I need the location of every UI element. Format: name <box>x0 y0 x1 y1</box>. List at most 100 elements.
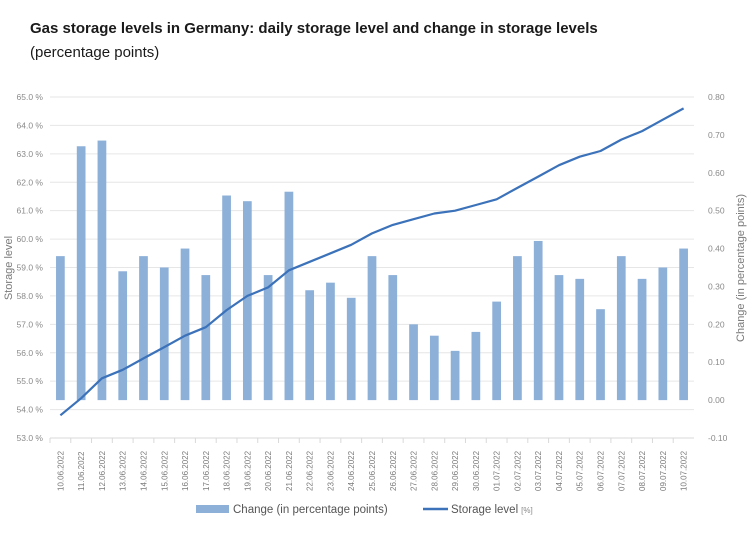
legend-bar-swatch <box>196 505 229 513</box>
left-tick-label: 65.0 % <box>17 92 44 102</box>
x-axis-ticks: 10.06.2022 11.06.2022 12.06.2022 13.06.2022… <box>49 438 689 491</box>
svg-text:Storage level[%]: Storage level [%] <box>451 504 533 516</box>
line-series <box>59 107 685 417</box>
bar <box>326 282 335 401</box>
bar <box>346 297 356 401</box>
left-tick-label: 56.0 % <box>17 348 44 358</box>
left-tick-label: 58.0 % <box>17 291 44 301</box>
x-tick-label: 28.06.2022 <box>430 450 439 491</box>
bars-series <box>56 140 688 401</box>
bar <box>201 275 211 401</box>
right-axis-label: Change (in percentage points) <box>735 194 747 342</box>
x-tick-label: 23.06.2022 <box>326 450 335 491</box>
right-tick-label: 0.30 <box>708 281 725 291</box>
bar <box>222 195 231 401</box>
right-tick-label: 0.00 <box>708 395 725 405</box>
right-tick-label: 0.10 <box>708 357 725 367</box>
x-tick-label: 17.06.2022 <box>202 450 211 491</box>
x-tick-label: 02.07.2022 <box>513 450 522 491</box>
bar <box>242 201 252 401</box>
x-tick-label: 22.06.2022 <box>306 450 315 491</box>
x-tick-label: 03.07.2022 <box>534 450 543 491</box>
x-tick-label: 04.07.2022 <box>555 450 564 491</box>
left-tick-label: 55.0 % <box>17 376 44 386</box>
x-tick-label: 24.06.2022 <box>347 450 356 491</box>
bar <box>533 240 543 401</box>
right-tick-label: 0.50 <box>708 206 725 216</box>
bar <box>139 256 148 401</box>
bar <box>471 331 481 401</box>
legend-line-unit: [%] <box>521 506 533 515</box>
bar <box>180 248 190 401</box>
x-tick-label: 14.06.2022 <box>139 450 148 491</box>
bar <box>97 140 107 401</box>
x-tick-label: 15.06.2022 <box>160 450 169 491</box>
left-axis-label: Storage level <box>3 236 15 300</box>
x-tick-label: 10.07.2022 <box>680 450 689 491</box>
gridlines <box>50 96 694 439</box>
chart-title: Gas storage levels in Germany: daily sto… <box>30 20 598 37</box>
bar <box>616 256 626 401</box>
x-tick-label: 20.06.2022 <box>264 450 273 491</box>
bar <box>118 271 128 401</box>
bar <box>679 248 688 401</box>
bar <box>658 267 668 401</box>
left-tick-label: 54.0 % <box>17 405 44 415</box>
x-tick-label: 13.06.2022 <box>119 450 128 491</box>
x-tick-label: 10.06.2022 <box>56 450 65 491</box>
bar <box>263 275 273 401</box>
legend-bar-label: Change (in percentage points) <box>233 504 388 516</box>
chart-subtitle: (percentage points) <box>30 44 160 61</box>
x-tick-label: 30.06.2022 <box>472 450 481 491</box>
bar <box>56 256 65 401</box>
right-tick-label: -0.10 <box>708 433 728 443</box>
x-tick-label: 06.07.2022 <box>597 450 606 491</box>
x-tick-label: 25.06.2022 <box>368 450 377 491</box>
left-tick-label: 53.0 % <box>17 433 44 443</box>
right-tick-label: 0.70 <box>708 130 725 140</box>
right-tick-label: 0.20 <box>708 319 725 329</box>
left-tick-label: 63.0 % <box>17 149 44 159</box>
x-tick-label: 18.06.2022 <box>223 450 232 491</box>
x-tick-label: 05.07.2022 <box>576 450 585 491</box>
left-axis-ticks: 53.0 % 54.0 % 55.0 % 56.0 % 57.0 % 58.0 % 59.0… <box>17 92 44 443</box>
bar <box>596 309 605 401</box>
x-tick-label: 29.06.2022 <box>451 450 460 491</box>
bar <box>637 278 647 401</box>
legend-line-label: Storage level <box>451 504 518 516</box>
storage-level-line <box>59 107 685 417</box>
x-tick-label: 16.06.2022 <box>181 450 190 491</box>
x-tick-label: 27.06.2022 <box>410 450 419 491</box>
x-tick-label: 11.06.2022 <box>77 451 86 491</box>
left-tick-label: 57.0 % <box>17 319 44 329</box>
right-tick-label: 0.40 <box>708 244 725 254</box>
bar <box>575 278 585 401</box>
bar <box>388 275 398 401</box>
bar <box>159 267 169 401</box>
x-tick-label: 21.06.2022 <box>285 450 294 491</box>
x-tick-label: 07.07.2022 <box>617 450 626 491</box>
right-axis-ticks: -0.10 0.00 0.10 0.20 0.30 0.40 0.50 0.60 0.70 0.8… <box>708 92 728 443</box>
x-tick-label: 09.07.2022 <box>659 450 668 491</box>
bar <box>554 275 564 401</box>
x-tick-label: 12.06.2022 <box>98 450 107 491</box>
x-tick-label: 26.06.2022 <box>389 450 398 491</box>
bar <box>513 256 522 401</box>
left-tick-label: 61.0 % <box>17 206 44 216</box>
bar <box>450 350 460 401</box>
bar <box>492 301 502 401</box>
left-tick-label: 60.0 % <box>17 234 44 244</box>
x-tick-label: 01.07.2022 <box>493 450 502 491</box>
left-tick-label: 64.0 % <box>17 120 44 130</box>
bar <box>409 324 418 401</box>
right-tick-label: 0.80 <box>708 92 725 102</box>
legend: Change (in percentage points) Storage le… <box>196 504 533 516</box>
bar <box>367 256 377 401</box>
right-tick-label: 0.60 <box>708 168 725 178</box>
left-tick-label: 62.0 % <box>17 177 44 187</box>
bar <box>305 290 315 401</box>
x-tick-label: 08.07.2022 <box>638 450 647 491</box>
left-tick-label: 59.0 % <box>17 263 44 273</box>
bar <box>429 335 439 401</box>
